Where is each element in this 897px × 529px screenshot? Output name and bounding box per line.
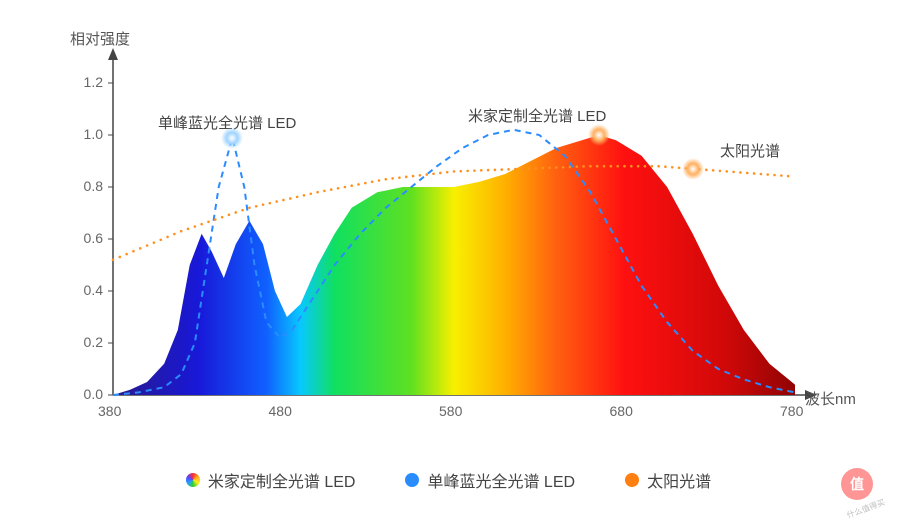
chart-svg <box>0 0 897 524</box>
x-tick-label: 580 <box>439 403 462 419</box>
legend-item-mijia: 米家定制全光谱 LED <box>186 468 356 492</box>
x-tick-label: 480 <box>269 403 292 419</box>
y-tick-label: 1.2 <box>84 74 103 90</box>
blue-dot-icon <box>405 473 419 487</box>
legend-item-sun: 太阳光谱 <box>625 468 711 492</box>
orange-dot-icon <box>625 473 639 487</box>
x-axis-title: 波长nm <box>805 388 856 409</box>
x-tick-label: 380 <box>98 403 121 419</box>
x-tick-label: 680 <box>610 403 633 419</box>
y-tick-label: 0.2 <box>84 334 103 350</box>
legend-label: 单峰蓝光全光谱 LED <box>427 468 575 492</box>
annotation-label: 太阳光谱 <box>720 140 780 161</box>
marker-glow-icon <box>588 124 610 146</box>
marker-glow-icon <box>682 158 704 180</box>
y-axis-title: 相对强度 <box>70 28 130 49</box>
y-tick-label: 0.6 <box>84 230 103 246</box>
y-tick-label: 0.4 <box>84 282 103 298</box>
rainbow-dot-icon <box>186 473 200 487</box>
marker-glow-icon <box>221 127 243 149</box>
annotation-label: 米家定制全光谱 LED <box>468 105 606 126</box>
y-tick-label: 0.0 <box>84 386 103 402</box>
legend-item-blue: 单峰蓝光全光谱 LED <box>405 468 575 492</box>
legend-label: 米家定制全光谱 LED <box>208 468 356 492</box>
watermark-icon: 值 <box>841 468 873 500</box>
legend-label: 太阳光谱 <box>647 468 711 492</box>
y-tick-label: 0.8 <box>84 178 103 194</box>
watermark: 值 什么值得买 <box>827 454 887 514</box>
spectrum-chart: 相对强度 波长nm 0.0 0.2 0.4 0.6 0.8 1.0 1.2 380 480 580… <box>0 0 897 524</box>
x-tick-label: 780 <box>780 403 803 419</box>
y-tick-label: 1.0 <box>84 126 103 142</box>
legend: 米家定制全光谱 LED 单峰蓝光全光谱 LED 太阳光谱 <box>0 468 897 492</box>
